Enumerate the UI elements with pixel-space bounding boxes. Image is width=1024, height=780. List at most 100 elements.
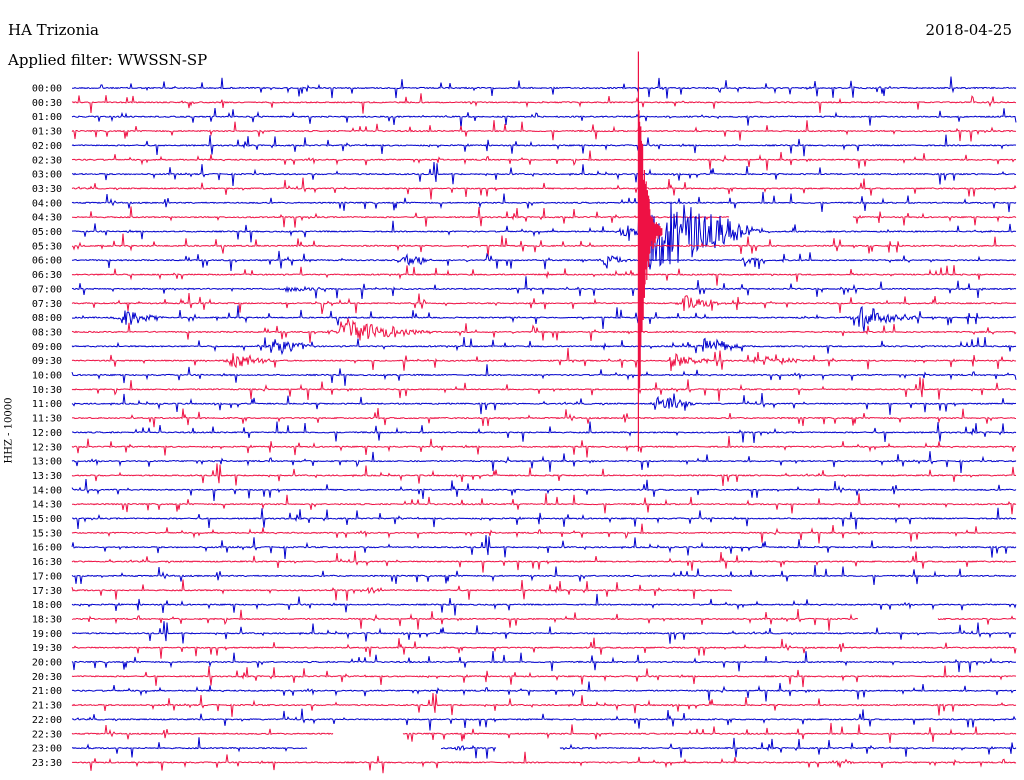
seismic-trace — [71, 621, 1017, 644]
seismic-trace — [71, 550, 1017, 573]
row-label: 08:00 — [32, 313, 62, 324]
row-label: 20:00 — [32, 658, 62, 669]
seismic-trace — [71, 201, 1017, 270]
seismic-trace — [71, 364, 1017, 386]
row-label: 22:00 — [32, 715, 62, 726]
seismic-trace — [71, 651, 1017, 673]
row-label: 16:30 — [32, 557, 62, 568]
seismic-trace — [72, 161, 1017, 186]
row-label: 20:30 — [32, 672, 62, 683]
seismic-trace — [71, 377, 1016, 402]
row-label: 10:30 — [32, 385, 62, 396]
seismic-trace — [71, 665, 1017, 688]
seismic-trace — [71, 408, 1016, 428]
row-label: 09:00 — [32, 342, 62, 353]
row-label: 18:30 — [32, 614, 62, 625]
row-label: 05:30 — [32, 241, 62, 252]
row-label: 11:00 — [32, 399, 62, 410]
row-label: 14:30 — [32, 500, 62, 511]
row-label: 15:00 — [32, 514, 62, 525]
seismic-trace — [71, 463, 1017, 486]
row-label: 00:30 — [32, 98, 62, 109]
row-label: 06:30 — [32, 270, 62, 281]
row-label: 23:30 — [32, 758, 62, 769]
seismic-trace — [71, 93, 1017, 114]
seismic-trace — [71, 608, 1017, 631]
row-label: 23:00 — [32, 744, 62, 755]
seismic-trace — [71, 107, 1017, 129]
row-label: 07:30 — [32, 299, 62, 310]
seismic-trace — [71, 681, 1017, 702]
seismic-trace — [71, 722, 1017, 743]
seismic-trace — [71, 177, 1017, 200]
row-label: 21:30 — [32, 701, 62, 712]
seismic-trace — [71, 336, 1017, 356]
row-label: 04:30 — [32, 213, 62, 224]
row-label: 03:00 — [32, 170, 62, 181]
row-label: 15:30 — [32, 528, 62, 539]
row-label: 12:00 — [32, 428, 62, 439]
seismic-trace — [71, 347, 1017, 372]
seismic-trace — [71, 276, 1017, 300]
row-label: 18:00 — [32, 600, 62, 611]
seismic-trace — [71, 523, 1017, 544]
seismic-trace — [71, 436, 1017, 458]
seismic-trace — [71, 250, 1017, 272]
seismic-trace — [71, 593, 1017, 616]
row-label: 02:00 — [32, 141, 62, 152]
row-label: 00:00 — [32, 84, 62, 95]
row-label: 21:00 — [32, 686, 62, 697]
seismic-trace — [71, 451, 1017, 473]
seismic-trace — [71, 564, 1017, 586]
seismic-trace — [72, 76, 1017, 99]
seismic-trace — [71, 493, 1017, 515]
row-label: 03:30 — [32, 184, 62, 195]
record-date: 2018-04-25 — [925, 21, 1012, 39]
row-label: 06:00 — [32, 256, 62, 267]
seismic-trace — [71, 737, 1017, 759]
row-label: 12:30 — [32, 442, 62, 453]
row-label: 07:00 — [32, 284, 62, 295]
seismic-trace — [71, 708, 1017, 731]
row-label: 08:30 — [32, 327, 62, 338]
seismic-trace — [71, 392, 1017, 415]
row-label: 11:30 — [32, 414, 62, 425]
seismic-trace — [72, 421, 1017, 443]
row-label: 14:00 — [32, 485, 62, 496]
row-label: 01:00 — [32, 112, 62, 123]
row-label: 13:30 — [32, 471, 62, 482]
seismic-trace — [71, 751, 1017, 774]
seismic-trace — [71, 535, 1017, 560]
seismic-trace — [71, 318, 1017, 343]
station-title: HA Trizonia — [8, 21, 99, 39]
row-label: 13:00 — [32, 457, 62, 468]
seismic-trace — [71, 637, 1017, 659]
row-label: 04:00 — [32, 198, 62, 209]
row-label: 01:30 — [32, 127, 62, 138]
filter-label: Applied filter: WWSSN-SP — [8, 51, 208, 69]
seismic-trace — [72, 507, 1017, 530]
row-label: 17:30 — [32, 586, 62, 597]
row-label: 22:30 — [32, 729, 62, 740]
row-label: 19:30 — [32, 643, 62, 654]
row-label: 17:00 — [32, 571, 62, 582]
row-label: 05:00 — [32, 227, 62, 238]
row-label: 10:00 — [32, 371, 62, 382]
seismic-trace — [71, 305, 1016, 332]
row-label: 16:00 — [32, 543, 62, 554]
seismic-trace — [71, 292, 1017, 314]
seismic-trace — [71, 479, 1017, 501]
seismic-trace — [71, 150, 1017, 171]
seismic-trace — [71, 134, 1017, 157]
seismic-trace — [71, 120, 1017, 142]
event-spike — [637, 51, 663, 452]
seismic-trace — [71, 206, 1017, 228]
seismic-trace — [71, 692, 1017, 717]
seismic-trace — [71, 191, 1017, 213]
row-label: 09:30 — [32, 356, 62, 367]
row-label: 19:00 — [32, 629, 62, 640]
seismic-trace — [71, 579, 733, 601]
seismic-trace — [71, 233, 1017, 258]
seismic-trace — [71, 265, 1017, 286]
